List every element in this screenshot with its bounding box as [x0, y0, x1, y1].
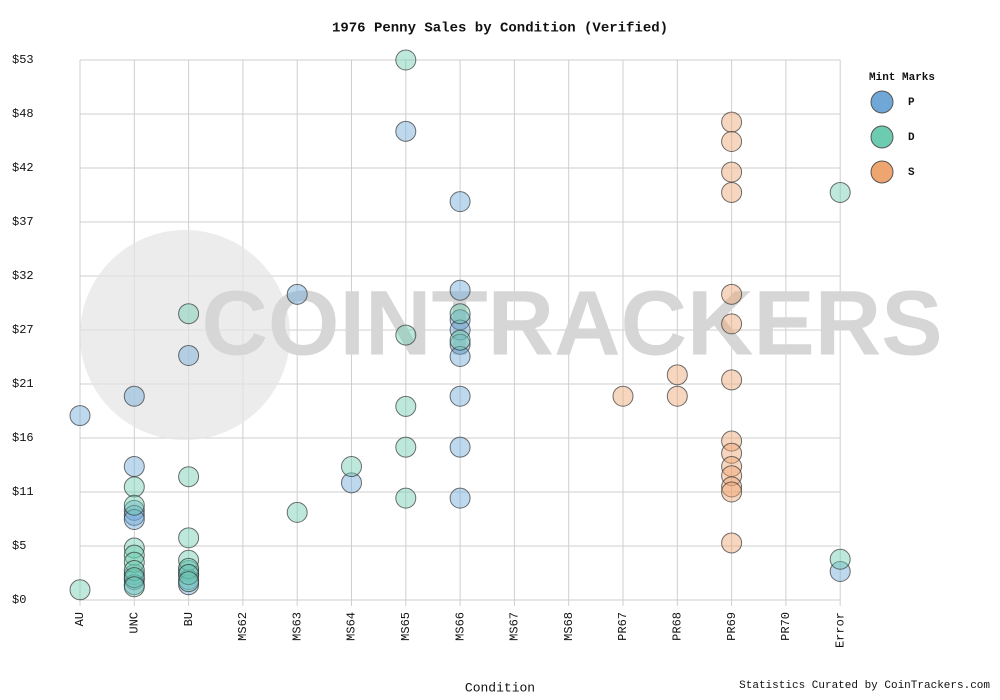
- point: [721, 161, 743, 183]
- point: [123, 559, 145, 581]
- chart-title: 1976 Penny Sales by Condition (Verified): [332, 21, 668, 37]
- y-tick-label: $32: [12, 269, 34, 283]
- x-tick-label: MS68: [562, 612, 576, 641]
- y-tick-label: $27: [12, 323, 34, 337]
- x-tick-label: PR67: [616, 612, 630, 641]
- point: [123, 385, 145, 407]
- point: [178, 344, 200, 366]
- point: [721, 532, 743, 554]
- point: [449, 303, 471, 325]
- point: [721, 430, 743, 452]
- point: [449, 279, 471, 301]
- point: [666, 364, 688, 386]
- x-tick-label: AU: [73, 612, 87, 626]
- point: [449, 385, 471, 407]
- x-tick-label: UNC: [127, 612, 141, 634]
- point: [123, 567, 145, 589]
- y-tick-label: $0: [12, 593, 26, 607]
- point: [286, 501, 308, 523]
- watermark: COINTRACKERS: [201, 272, 942, 374]
- point: [395, 395, 417, 417]
- y-tick-label: $53: [12, 53, 34, 67]
- x-tick-label: BU: [182, 612, 196, 626]
- point: [829, 181, 851, 203]
- point: [178, 527, 200, 549]
- point: [395, 49, 417, 71]
- x-tick-label: MS63: [290, 612, 304, 641]
- y-tick-label: $5: [12, 539, 26, 553]
- y-tick-label: $21: [12, 377, 34, 391]
- point: [666, 385, 688, 407]
- x-tick-label: MS66: [453, 612, 467, 641]
- x-tick-label: PR70: [779, 612, 793, 641]
- legend-marker: [870, 90, 894, 114]
- point: [123, 537, 145, 559]
- x-tick-label: MS64: [345, 612, 359, 641]
- point: [612, 385, 634, 407]
- point: [395, 120, 417, 142]
- point: [395, 487, 417, 509]
- point: [721, 181, 743, 203]
- point: [123, 499, 145, 521]
- point: [123, 456, 145, 478]
- point: [341, 472, 362, 494]
- point: [178, 564, 200, 586]
- point: [123, 509, 145, 531]
- point: [449, 329, 471, 351]
- point: [449, 436, 471, 458]
- legend-label: P: [908, 97, 915, 109]
- point: [123, 576, 145, 598]
- point: [449, 345, 471, 367]
- x-tick-label: MS65: [399, 612, 413, 641]
- y-tick-label: $11: [12, 485, 34, 499]
- point: [123, 544, 145, 566]
- x-tick-label: MS62: [236, 612, 250, 641]
- x-tick-label: Error: [833, 612, 847, 648]
- point: [721, 111, 743, 133]
- legend-title: Mint Marks: [869, 72, 935, 84]
- point: [829, 548, 851, 570]
- point: [395, 324, 417, 346]
- y-tick-label: $37: [12, 215, 34, 229]
- legend-marker: [870, 160, 894, 184]
- point: [123, 551, 145, 573]
- y-tick-label: $16: [12, 431, 34, 445]
- footer: Statistics Curated by CoinTrackers.com: [739, 680, 990, 692]
- point: [721, 369, 743, 391]
- point: [395, 436, 417, 458]
- x-tick-label: PR68: [670, 612, 684, 641]
- point: [286, 283, 308, 305]
- point: [449, 487, 471, 509]
- point: [721, 465, 743, 487]
- y-tick-label: $48: [12, 107, 34, 121]
- x-tick-label: PR69: [725, 612, 739, 641]
- x-axis-label: Condition: [465, 680, 535, 695]
- point: [69, 579, 91, 601]
- point: [178, 571, 200, 593]
- legend-marker: [870, 125, 894, 149]
- point: [721, 313, 743, 335]
- point: [721, 131, 743, 153]
- legend-label: S: [908, 167, 915, 179]
- point: [829, 560, 851, 582]
- point: [123, 494, 145, 516]
- y-tick-label: $42: [12, 161, 34, 175]
- point: [449, 191, 471, 213]
- watermark-logo: [80, 230, 290, 440]
- point: [178, 549, 200, 571]
- point: [178, 303, 200, 325]
- point: [123, 476, 145, 498]
- point: [721, 283, 743, 305]
- point: [69, 405, 91, 427]
- point: [721, 476, 743, 498]
- x-tick-label: MS67: [508, 612, 522, 641]
- point: [178, 466, 200, 488]
- point: [341, 456, 362, 478]
- point: [721, 481, 743, 503]
- legend-label: D: [908, 132, 915, 144]
